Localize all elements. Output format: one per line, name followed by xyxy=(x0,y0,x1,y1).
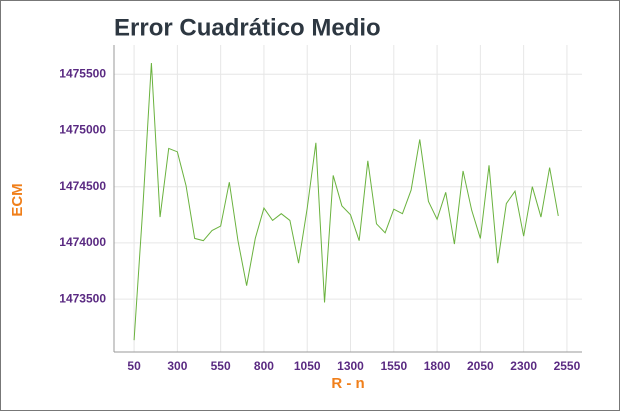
y-tick-label: 1474000 xyxy=(59,235,106,249)
x-tick-label: 2050 xyxy=(467,359,494,373)
x-tick-label: 1800 xyxy=(424,359,451,373)
line xyxy=(133,62,559,341)
x-tick-label: 2550 xyxy=(554,359,581,373)
x-tick-label: 550 xyxy=(211,359,231,373)
y-tick-label: 1475500 xyxy=(59,66,106,80)
x-tick-label: 1050 xyxy=(294,359,321,373)
y-axis-title: ECM xyxy=(9,183,26,216)
x-axis-title: R - n xyxy=(331,375,364,392)
x-tick-label: 1300 xyxy=(337,359,364,373)
y-tick-label: 1473500 xyxy=(59,291,106,305)
y-tick-label: 1474500 xyxy=(59,179,106,193)
x-tick-label: 1550 xyxy=(380,359,407,373)
x-tick-label: 800 xyxy=(254,359,274,373)
chart-title: Error Cuadrático Medio xyxy=(114,14,381,41)
x-tick-label: 2300 xyxy=(510,359,537,373)
x-tick-label: 50 xyxy=(127,359,141,373)
x-tick-label: 300 xyxy=(167,359,187,373)
y-tick-label: 1475000 xyxy=(59,123,106,137)
